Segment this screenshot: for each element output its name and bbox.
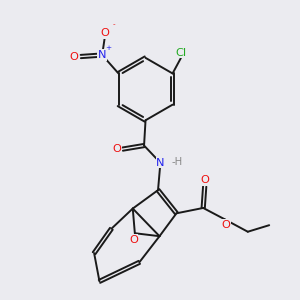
Text: O: O: [200, 175, 209, 185]
Text: N: N: [156, 158, 165, 168]
Text: -H: -H: [172, 157, 183, 166]
Text: Cl: Cl: [175, 48, 187, 58]
Text: -: -: [112, 21, 115, 27]
Text: O: O: [129, 235, 138, 245]
Text: N: N: [98, 50, 106, 60]
Text: O: O: [112, 144, 121, 154]
Text: O: O: [70, 52, 79, 61]
Text: O: O: [222, 220, 230, 230]
Text: O: O: [101, 28, 110, 38]
Text: +: +: [105, 46, 111, 52]
